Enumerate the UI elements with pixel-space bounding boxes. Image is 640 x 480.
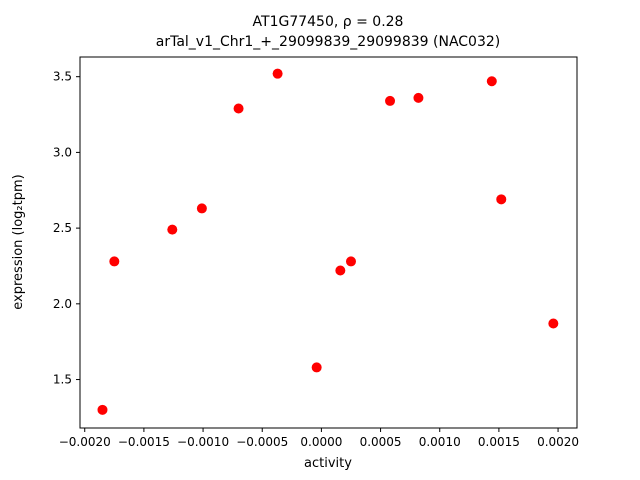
y-tick-label: 3.0	[53, 145, 72, 159]
x-tick-label: −0.0020	[59, 435, 111, 449]
x-tick-label: 0.0000	[300, 435, 342, 449]
data-point	[385, 95, 396, 106]
scatter-points	[97, 68, 559, 415]
x-tick-label: 0.0005	[360, 435, 402, 449]
axis-ticks: −0.0020 −0.0015 −0.0010 −0.0005 0.0000 0.0005…	[53, 70, 579, 449]
data-point	[97, 404, 108, 415]
data-point	[486, 76, 497, 87]
x-tick-label: 0.0015	[478, 435, 520, 449]
y-tick-label: 1.5	[53, 373, 72, 387]
x-tick-label: −0.0005	[236, 435, 288, 449]
y-tick-label: 2.5	[53, 221, 72, 235]
data-point	[272, 68, 283, 79]
x-tick-label: 0.0010	[419, 435, 461, 449]
data-point	[311, 362, 322, 373]
x-tick-label: −0.0010	[177, 435, 229, 449]
y-tick-label: 2.0	[53, 297, 72, 311]
data-point	[548, 318, 559, 329]
x-tick-label: −0.0015	[118, 435, 170, 449]
y-tick-label: 3.5	[53, 70, 72, 84]
y-axis-label: expression (log₂tpm)	[11, 174, 26, 309]
x-axis-label: activity	[304, 456, 352, 471]
chart-subtitle: arTal_v1_Chr1_+_29099839_29099839 (NAC03…	[156, 34, 500, 50]
data-point	[233, 103, 244, 114]
plot-area	[79, 56, 578, 429]
data-point	[345, 256, 356, 267]
data-point	[109, 256, 120, 267]
chart-title: AT1G77450, ρ = 0.28	[253, 14, 404, 30]
x-tick-label: 0.0020	[537, 435, 579, 449]
data-point	[413, 92, 424, 103]
data-point	[496, 194, 507, 205]
data-point	[196, 203, 207, 214]
data-point	[335, 265, 346, 276]
data-point	[167, 224, 178, 235]
